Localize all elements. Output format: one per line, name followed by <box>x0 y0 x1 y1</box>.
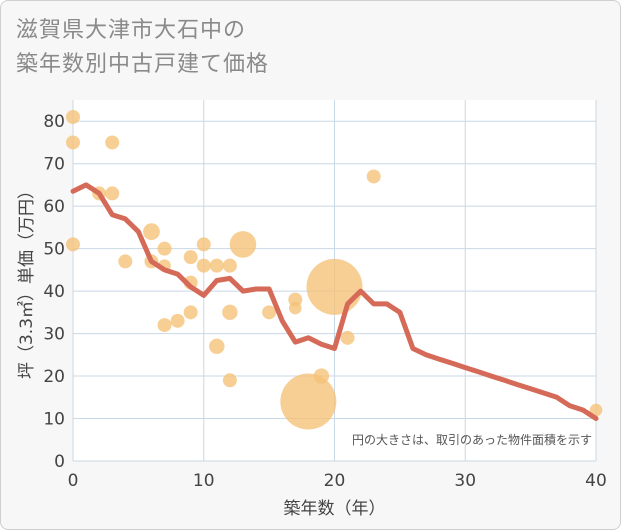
x-tick-label: 0 <box>68 471 79 491</box>
data-bubble <box>157 318 172 333</box>
data-bubble <box>340 330 355 345</box>
y-tick-label: 10 <box>43 410 65 430</box>
chart-title-line-1: 滋賀県大津市大石中の <box>16 18 247 43</box>
average-price-line <box>70 182 599 421</box>
x-tick-label: 40 <box>585 471 607 491</box>
data-bubble <box>280 373 337 430</box>
data-bubble <box>229 231 257 258</box>
y-tick-label: 30 <box>43 325 65 345</box>
chart-title: 滋賀県大津市大石中の 築年数別中古戸建て価格 <box>16 14 269 82</box>
bubble-size-note: 円の大きさは、取引のあった物件面積を示す <box>352 432 592 447</box>
y-tick-label: 20 <box>43 367 65 387</box>
y-tick-label: 80 <box>43 112 65 132</box>
chart-title-line-2: 築年数別中古戸建て価格 <box>16 52 270 77</box>
data-bubble <box>66 237 80 252</box>
data-bubble <box>105 135 120 150</box>
data-bubble <box>157 241 172 256</box>
y-tick-label: 60 <box>43 197 65 217</box>
data-bubble <box>262 305 277 320</box>
data-bubble <box>288 301 302 315</box>
y-tick-label: 40 <box>43 282 65 302</box>
y-tick-label: 0 <box>54 452 65 472</box>
line-layer <box>70 182 599 421</box>
y-tick-label: 50 <box>43 240 65 260</box>
x-axis-label: 築年数（年） <box>284 499 386 519</box>
data-bubble <box>209 338 225 355</box>
data-bubble <box>183 250 198 265</box>
data-bubble <box>143 223 160 241</box>
data-bubble <box>209 258 224 273</box>
tick-labels: 0 10 20 30 40 50 60 70 80 0 10 20 30 40 <box>43 112 606 491</box>
y-axis-label: 坪（3.3㎡）単価（万円） <box>17 182 37 379</box>
data-bubble <box>118 254 133 269</box>
x-tick-label: 10 <box>193 471 215 491</box>
data-bubble <box>366 169 381 184</box>
data-bubble <box>306 258 363 315</box>
data-bubble <box>66 135 80 150</box>
data-bubble <box>105 186 120 201</box>
data-bubble <box>66 109 80 124</box>
data-bubble <box>313 368 330 384</box>
data-bubble <box>183 305 198 320</box>
data-bubble <box>589 403 603 417</box>
x-tick-label: 20 <box>324 471 346 491</box>
data-bubble <box>222 258 237 273</box>
data-bubble <box>222 373 237 388</box>
data-bubble <box>196 258 211 273</box>
data-bubble <box>196 237 211 252</box>
x-tick-label: 30 <box>454 471 476 491</box>
y-tick-label: 70 <box>43 155 65 175</box>
data-bubble <box>170 313 185 328</box>
data-bubble <box>222 304 238 321</box>
